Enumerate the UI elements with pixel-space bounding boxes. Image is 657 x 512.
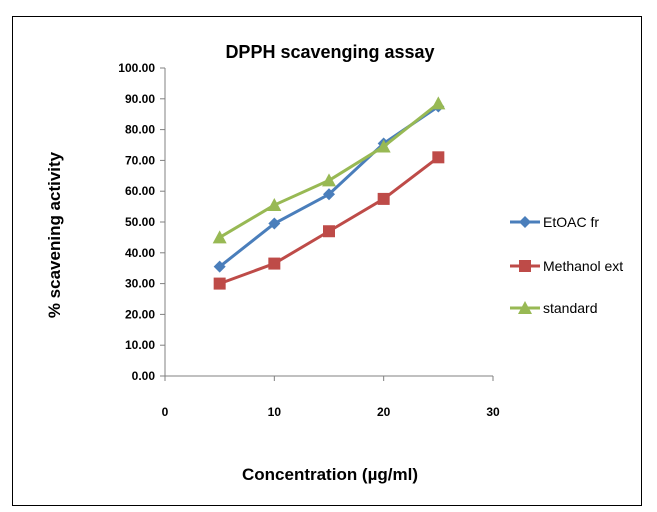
x-tick-label: 30 [486,405,500,419]
chart-title: DPPH scavenging assay [225,42,434,62]
y-axis-label: % scavening activity [45,151,64,318]
legend-marker [519,260,531,272]
legend: EtOAC fr Methanol ext standard [510,214,623,316]
y-tick-label: 20.00 [125,307,155,321]
series-standard [212,96,446,244]
data-point [376,139,391,153]
legend-label: Methanol ext [543,258,623,274]
x-axis-label: Concentration (µg/ml) [242,465,418,484]
y-tick-label: 0.00 [132,369,156,383]
data-point [267,198,282,212]
data-point [212,230,227,244]
y-tick-label: 80.00 [125,123,155,137]
series-methanol-ext [213,151,445,290]
legend-entry: standard [510,300,597,316]
data-point [431,96,446,110]
x-tick-label: 20 [377,405,391,419]
data-point [213,260,226,273]
y-tick-label: 90.00 [125,92,155,106]
x-tick-label: 0 [162,405,169,419]
series-line [218,102,440,239]
data-point [323,188,335,201]
y-tick-label: 70.00 [125,153,155,167]
y-tick-label: 10.00 [125,338,155,352]
y-tick-label: 40.00 [125,246,155,260]
data-point [323,225,335,238]
data-point [377,192,390,205]
data-point [432,151,445,164]
axes: 0.00 10.00 20.00 30.00 40.00 50.00 60.00 70.00 8… [118,61,500,419]
chart-frame [12,16,642,506]
x-tick-label: 10 [268,405,282,419]
data-point [322,173,336,187]
legend-marker [518,301,532,314]
legend-label: standard [543,300,597,316]
legend-label: EtOAC fr [543,214,599,230]
data-point [268,217,281,230]
y-tick-label: 30.00 [125,277,155,291]
series-layer [212,96,446,290]
legend-entry: EtOAC fr [510,214,599,230]
y-tick-label: 100.00 [118,61,155,75]
y-tick-label: 50.00 [125,215,155,229]
legend-marker [519,216,531,228]
data-point [268,257,281,270]
legend-entry: Methanol ext [510,258,623,274]
data-point [213,277,226,290]
y-tick-label: 60.00 [125,184,155,198]
